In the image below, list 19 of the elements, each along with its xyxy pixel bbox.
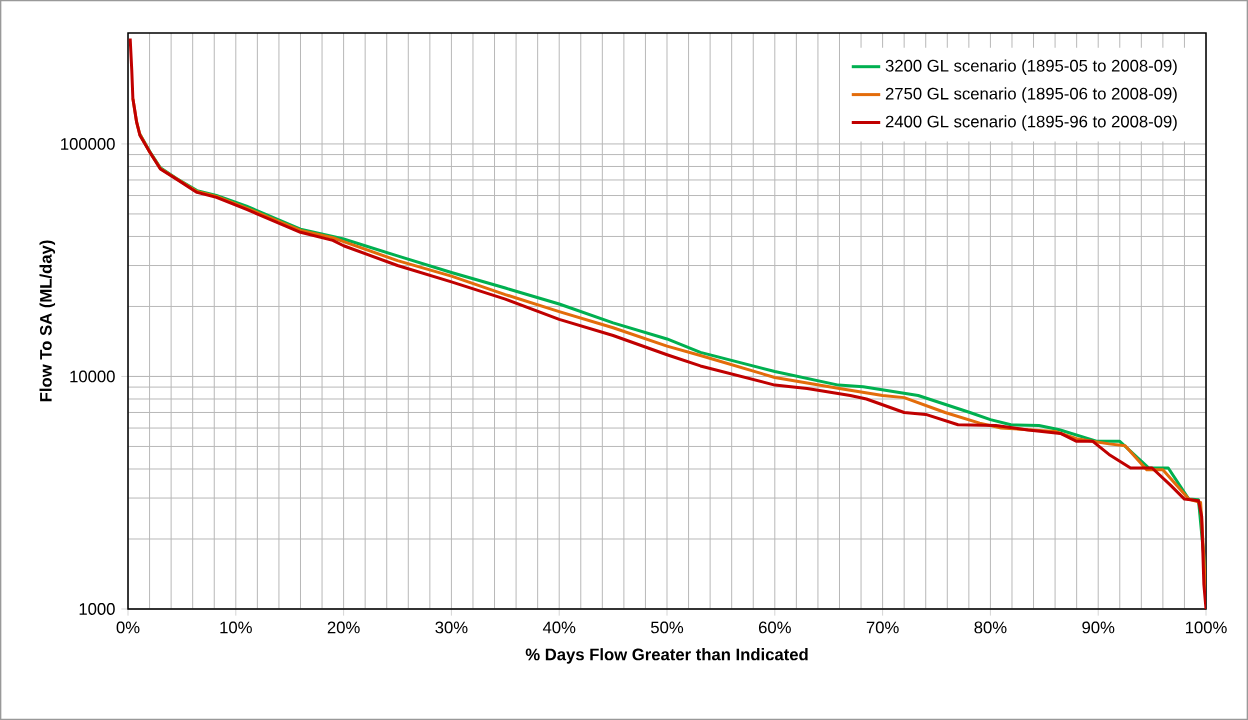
legend-label: 3200 GL scenario (1895-05 to 2008-09) [885,59,1177,75]
x-tick-label: 70% [866,621,899,634]
x-tick-label: 50% [651,621,684,634]
y-tick-label: 1000 [79,603,115,615]
legend-label: 2750 GL scenario (1895-06 to 2008-09) [885,87,1177,103]
x-tick-label: 80% [974,621,1007,634]
x-axis-title: % Days Flow Greater than Indicated [525,648,808,664]
x-tick-label: 10% [220,621,252,634]
y-tick-label: 10000 [70,370,115,383]
legend-label: 2400 GL scenario (1895-96 to 2008-09) [885,115,1177,131]
x-tick-label: 30% [435,621,468,634]
x-tick-label: 100% [1185,621,1227,634]
x-tick-label: 0% [116,621,140,634]
x-tick-label: 60% [758,621,791,634]
x-tick-label: 20% [327,621,360,634]
x-tick-label: 40% [542,621,576,634]
y-axis-title: Flow To SA (ML/day) [39,240,56,402]
x-tick-label: 90% [1082,621,1115,634]
y-tick-label: 100000 [61,138,115,150]
